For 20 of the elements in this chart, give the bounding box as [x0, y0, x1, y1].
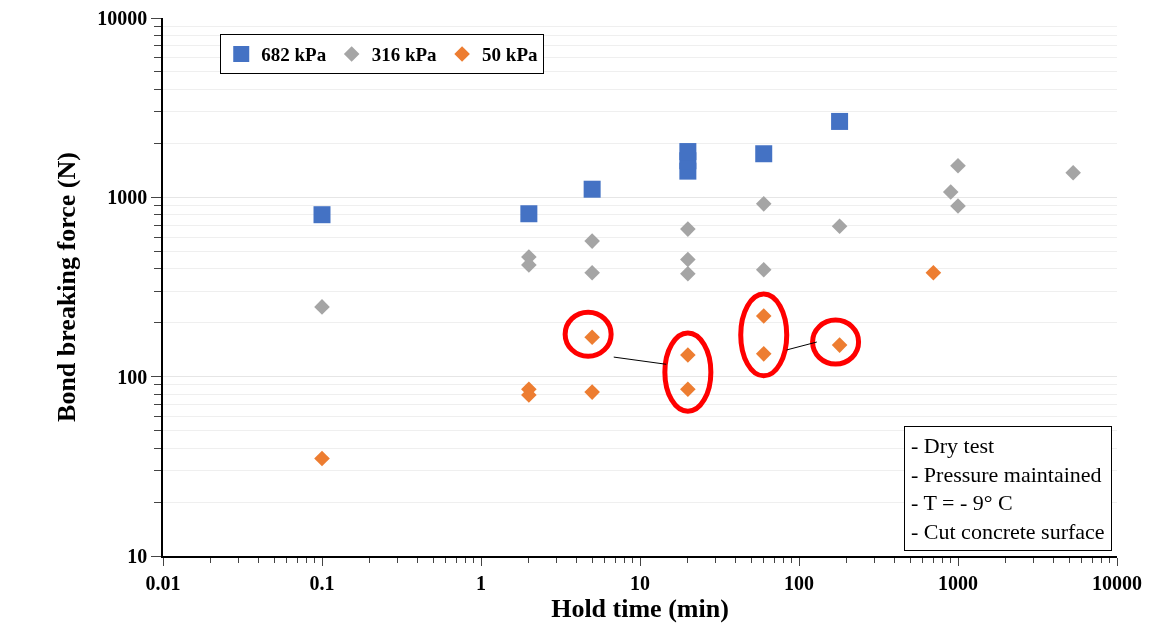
y-tick-label: 10	[127, 545, 148, 567]
annotation: - T = - 9° C	[911, 490, 1013, 516]
x-tick-label: 1000	[938, 571, 978, 594]
x-tick-label: 0.1	[309, 571, 335, 594]
annotation: - Dry test	[911, 433, 995, 458]
x-tick-label: 10000	[1092, 571, 1142, 594]
y-tick-label: 10000	[97, 7, 148, 29]
annotation: - Pressure maintained	[911, 461, 1102, 487]
legend-label: 682 kPa	[261, 44, 327, 66]
y-tick-label: 100	[117, 365, 148, 388]
legend-label: 50 kPa	[482, 44, 539, 66]
x-tick-label: 1	[476, 571, 486, 594]
annotation: - Cut concrete surface	[911, 518, 1105, 544]
legend-label: 316 kPa	[371, 44, 438, 66]
y-axis-title: Bond breaking force (N)	[52, 152, 82, 422]
x-tick-label: 100	[784, 571, 814, 594]
y-tick-label: 1000	[107, 186, 148, 209]
x-tick-label: 10	[630, 571, 650, 594]
x-axis-title: Hold time (min)	[551, 593, 729, 623]
x-tick-label: 0.01	[145, 571, 181, 594]
